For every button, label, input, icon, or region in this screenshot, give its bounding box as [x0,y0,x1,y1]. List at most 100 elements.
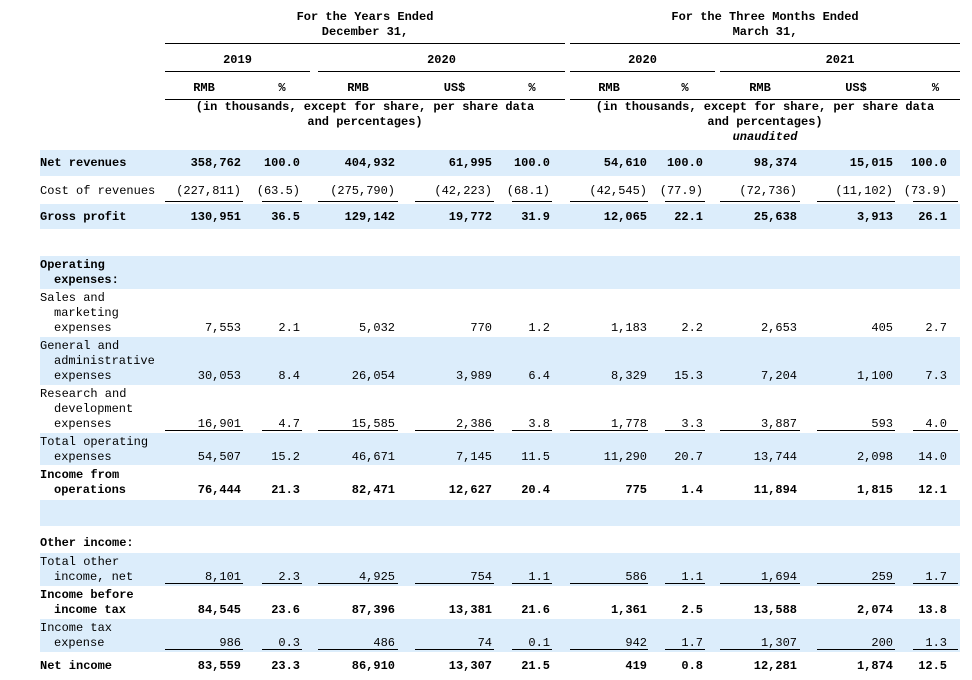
row-label: Total operating [40,434,149,449]
rule [165,71,310,72]
cell-value: 82,471 [351,483,395,497]
year-header: 2021 [825,53,855,67]
cell-value: 1.3 [925,636,947,650]
cell-value: 22.1 [674,209,703,224]
row-label: Research and [40,387,127,401]
cell-value: 11.5 [521,449,550,464]
unit-header: RMB [598,81,620,95]
rule [570,43,960,44]
rule [415,583,494,584]
cell-value: 13,381 [448,603,492,617]
cell-value: 15,015 [849,156,893,170]
row-label: Operating [40,258,105,272]
cell-value: 74 [477,636,492,650]
cell-value: 0.3 [278,636,300,650]
rule [165,99,565,100]
band [40,204,960,229]
cell-value: 4.7 [278,417,300,431]
cell-value: 98,374 [753,156,797,170]
cell-value: (77.9) [659,184,703,198]
cell-value: 1.1 [681,570,703,584]
row-label: income, net [54,570,134,584]
cell-value: (42,545) [589,184,647,198]
cell-value: 2.2 [681,321,703,335]
rule [720,71,960,72]
cell-value: 486 [373,636,395,650]
cell-value: 775 [625,483,647,497]
cell-value: 5,032 [358,321,395,335]
group-title: December 31, [321,25,409,39]
cell-value: 100.0 [666,156,703,170]
row-label: Other income: [40,536,134,550]
cell-value: 593 [871,417,893,431]
cell-value: 754 [470,570,492,584]
row-label: Income tax [40,621,113,635]
cell-value: 11,894 [753,483,797,497]
rule [570,583,648,584]
cell-value: 129,142 [344,209,395,224]
rule [570,430,648,431]
cell-value: 30,053 [197,369,241,383]
cell-value: 3.8 [528,417,550,431]
cell-value: 419 [625,659,647,673]
cell-value: 1.4 [681,483,703,497]
row-label: expenses [54,321,112,335]
cell-value: 1,815 [856,483,893,497]
cell-value: 0.1 [528,636,550,650]
cell-value: 13,588 [753,603,797,617]
row-label: expenses [54,369,112,383]
unaudited-note: unaudited [732,130,798,144]
cell-value: 86,910 [351,659,395,673]
cell-value: 100.0 [910,156,947,170]
cell-value: 1.2 [528,321,550,335]
rule [512,583,552,584]
row-label: expenses [54,417,112,431]
cell-value: (73.9) [903,184,947,198]
rule [913,649,958,650]
unit-header: % [931,81,940,95]
row-label: Net income [40,659,113,673]
cell-value: 36.5 [271,209,300,224]
cell-value: 16,901 [197,417,241,431]
rule [262,430,302,431]
cell-value: 3,887 [760,417,797,431]
cell-value: 4.0 [925,417,947,431]
cell-value: 21.3 [271,483,300,497]
cell-value: 1,183 [610,321,647,335]
cell-value: 2.1 [278,321,300,335]
unit-header: % [681,81,689,95]
cell-value: 942 [625,636,647,650]
cell-value: 54,507 [197,449,241,464]
unit-header: RMB [347,81,369,95]
unit-header: RMB [749,81,771,95]
cell-value: 2,098 [856,449,893,464]
unit-header: % [278,81,286,95]
band [40,619,960,652]
cell-value: 7,553 [204,321,241,335]
rule [318,71,565,72]
cell-value: 15.3 [674,369,703,383]
cell-value: 8.4 [278,369,300,383]
cell-value: (72,736) [739,184,797,198]
unit-header: US$ [443,81,466,95]
cell-value: 2.3 [278,570,300,584]
cell-value: 21.5 [521,659,550,673]
row-label: income tax [54,603,127,617]
rule [512,649,552,650]
cell-value: 4,925 [358,570,395,584]
rule [165,583,243,584]
rule [570,649,648,650]
cell-value: 586 [625,570,647,584]
cell-value: 21.6 [521,603,550,617]
cell-value: 15.2 [271,449,300,464]
cell-value: 61,995 [448,156,492,170]
cell-value: 100.0 [513,156,550,170]
cell-value: 46,671 [351,449,395,464]
rule [318,430,398,431]
cell-value: (275,790) [330,184,395,198]
rule [570,99,960,100]
cell-value: 1.7 [925,570,947,584]
rule [817,649,895,650]
row-label: Sales and [40,291,105,305]
